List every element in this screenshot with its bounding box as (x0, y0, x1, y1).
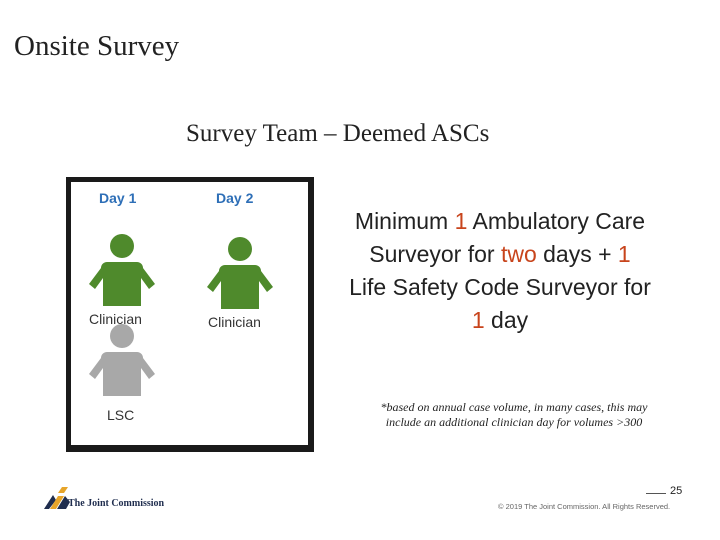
day2-clinician-label: Clinician (208, 314, 261, 330)
lsc-person-icon (89, 324, 155, 396)
page-number-rule (646, 493, 666, 494)
highlight-number: 1 (617, 241, 631, 267)
survey-team-figure: Day 1 Day 2 Clinician Clinician LSC (66, 177, 314, 452)
slide-subtitle: Survey Team – Deemed ASCs (186, 120, 490, 147)
copyright-notice: © 2019 The Joint Commission. All Rights … (498, 502, 671, 511)
clinician-person-icon (207, 237, 273, 309)
day2-label: Day 2 (216, 190, 254, 206)
text-segment: Minimum (354, 208, 455, 234)
text-segment: days + (536, 241, 618, 267)
text-segment: day (484, 307, 529, 333)
page-number: 25 (670, 485, 683, 497)
text-segment: Ambulatory Care Surveyor for (369, 208, 646, 267)
day1-lsc-label: LSC (107, 407, 135, 423)
highlight-number: 1 (454, 208, 468, 234)
logo-text: The Joint Commission (68, 498, 165, 509)
day1-label: Day 1 (99, 190, 137, 206)
staffing-description: Minimum 1 Ambulatory Care Surveyor for t… (348, 205, 652, 337)
slide-title: Onsite Survey (14, 30, 180, 62)
highlight-number: 1 (471, 307, 485, 333)
joint-commission-logo-icon (44, 487, 70, 509)
text-segment: Life Safety Code Surveyor for (349, 274, 651, 300)
clinician-person-icon (89, 234, 155, 306)
day1-clinician-label: Clinician (89, 311, 142, 327)
footnote: *based on annual case volume, in many ca… (380, 400, 648, 429)
figure-panel: Day 1 Day 2 Clinician Clinician LSC (71, 182, 308, 445)
highlight-word: two (500, 241, 537, 267)
